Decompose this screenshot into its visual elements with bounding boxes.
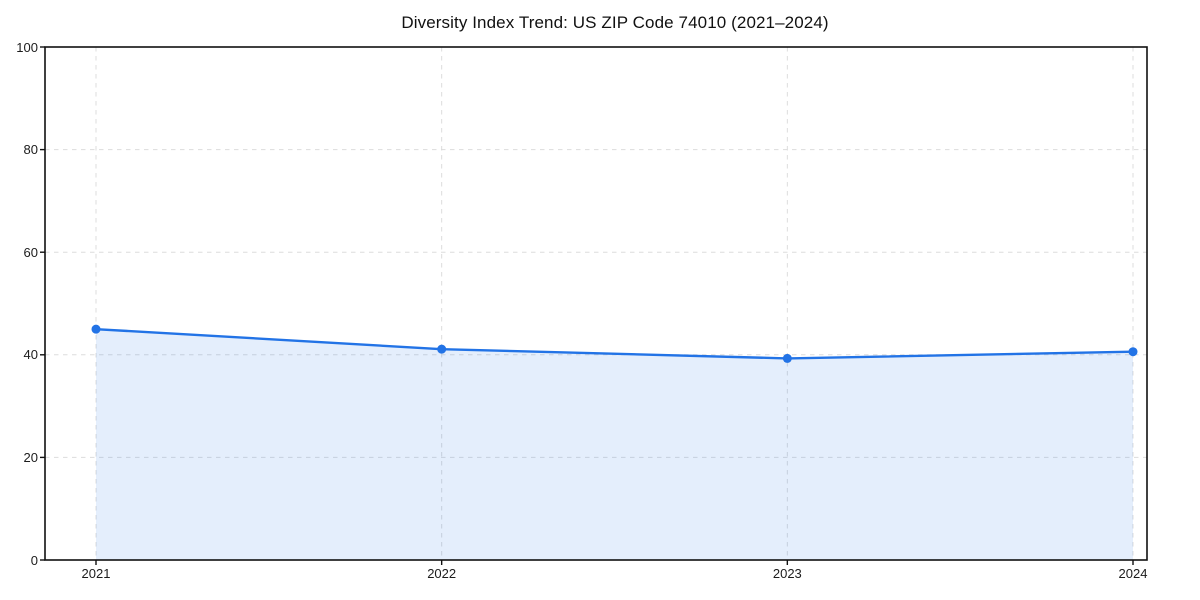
data-point-marker-2023 — [782, 353, 792, 363]
plot-box-spines — [44, 46, 1148, 561]
y-axis-tick-label: 0 — [30, 552, 38, 568]
y-axis-tick-label: 100 — [16, 39, 38, 55]
chart-title: Diversity Index Trend: US ZIP Code 74010… — [401, 13, 829, 32]
y-axis-tick-label: 40 — [23, 347, 38, 363]
x-axis-tick-label: 2023 — [772, 566, 802, 581]
y-axis-tick-label: 60 — [23, 244, 38, 260]
y-axis-tick-label: 20 — [23, 449, 38, 465]
x-axis-tick-label: 2021 — [81, 566, 111, 581]
data-point-marker-2021 — [91, 324, 101, 334]
x-axis-tick-label: 2024 — [1118, 566, 1148, 581]
x-axis-tick-label: 2022 — [427, 566, 457, 581]
y-axis-tick-label: 80 — [23, 142, 38, 158]
data-point-marker-2024 — [1128, 347, 1138, 357]
data-point-marker-2022 — [437, 344, 447, 354]
line-series — [94, 327, 1135, 360]
area-fill — [96, 329, 1133, 560]
